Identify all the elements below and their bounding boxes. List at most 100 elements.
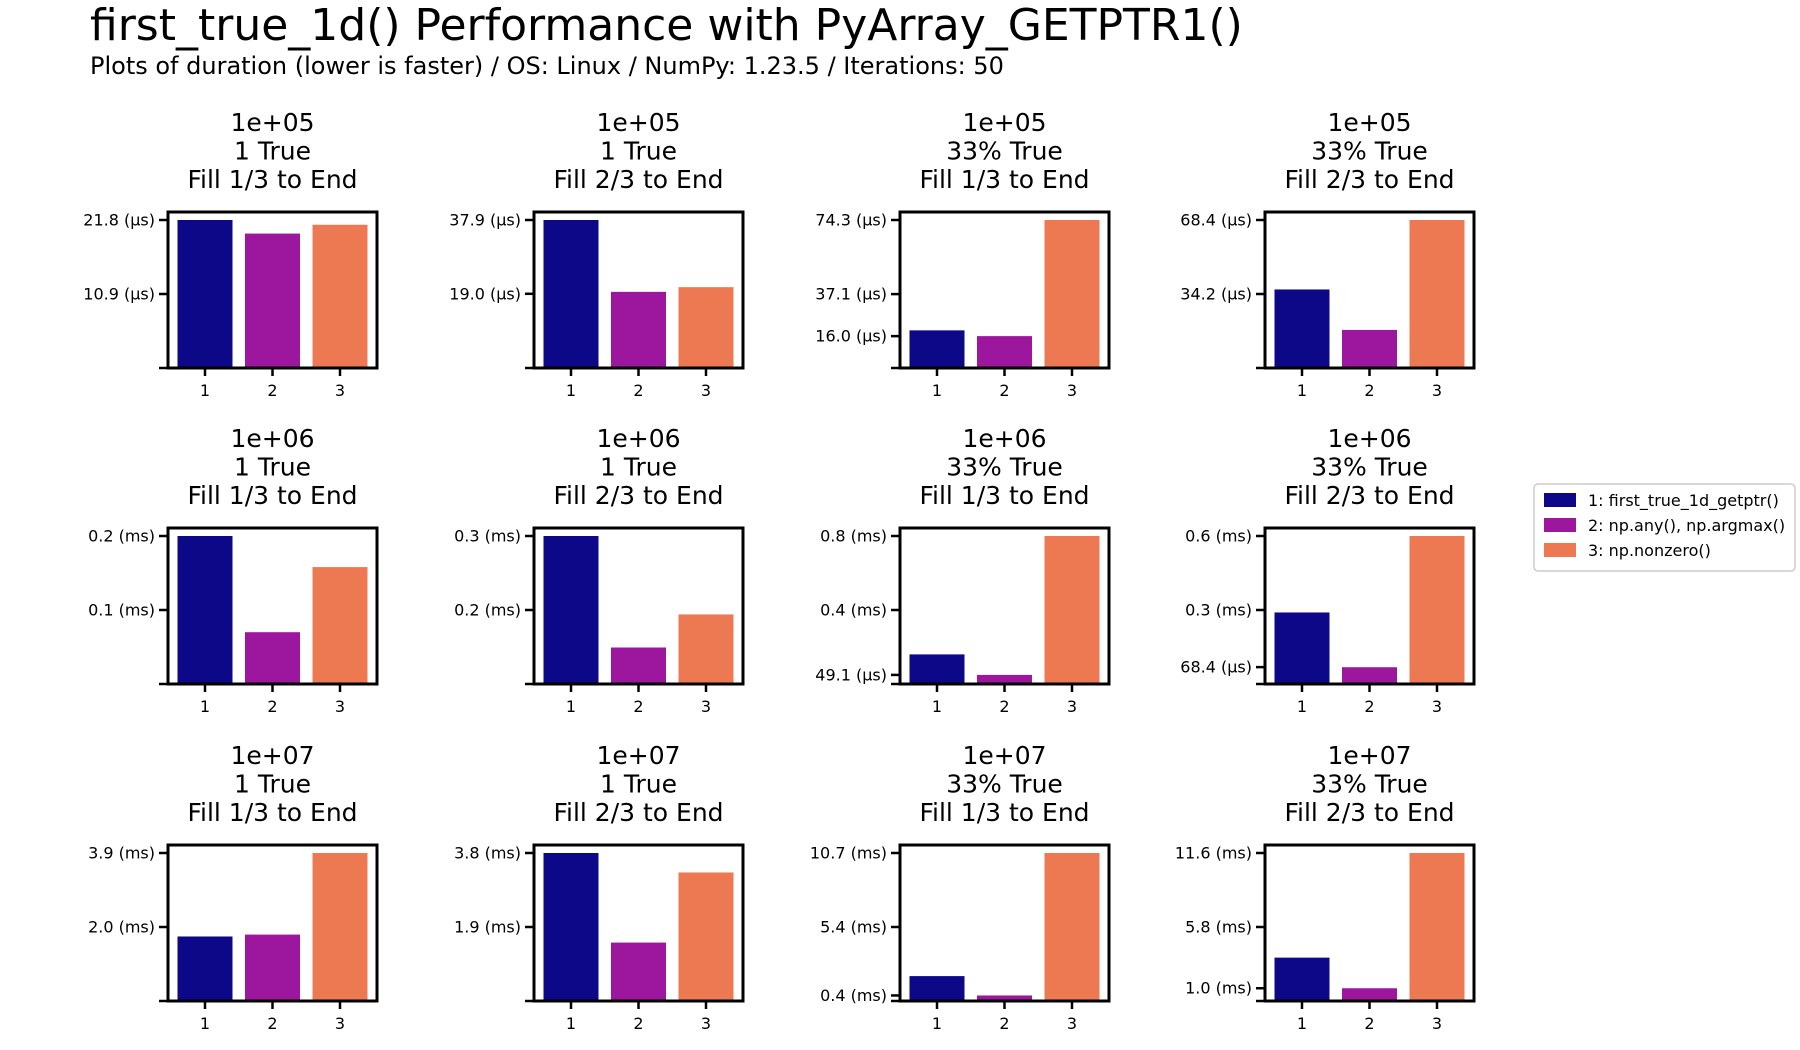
y-tick-label: 37.1 (µs) [815, 285, 887, 304]
panel-title-line: 1e+07 [596, 741, 680, 770]
x-tick-label: 1 [1297, 381, 1307, 400]
y-tick-label: 21.8 (µs) [83, 211, 155, 230]
panel-title-line: 33% True [946, 137, 1063, 166]
x-tick-label: 2 [633, 1014, 643, 1033]
y-tick-label: 0.2 (ms) [454, 601, 521, 620]
panel-title-line: 1 True [234, 770, 311, 799]
y-tick-label: 19.0 (µs) [449, 284, 521, 303]
x-tick-label: 1 [1297, 697, 1307, 716]
y-tick-label: 74.3 (µs) [815, 211, 887, 230]
x-tick-label: 3 [1067, 1014, 1077, 1033]
panel-title-line: Fill 2/3 to End [1284, 798, 1454, 827]
y-tick-label: 0.2 (ms) [88, 527, 155, 546]
x-tick-label: 1 [566, 1014, 576, 1033]
x-tick-label: 3 [1067, 697, 1077, 716]
y-tick-label: 1.9 (ms) [454, 918, 521, 937]
y-tick-label: 10.9 (µs) [83, 285, 155, 304]
figure-title: first_true_1d() Performance with PyArray… [90, 0, 1243, 51]
panel-title-line: 1e+05 [1327, 108, 1411, 137]
panel-title-line: Fill 1/3 to End [187, 165, 357, 194]
y-tick-label: 16.0 (µs) [815, 327, 887, 346]
bar [1409, 853, 1465, 1001]
bar [245, 934, 300, 1001]
panel-title-line: Fill 1/3 to End [919, 165, 1089, 194]
panel-title-line: 1e+06 [962, 424, 1046, 453]
y-tick-label: 2.0 (ms) [88, 918, 155, 937]
bar [1409, 536, 1465, 684]
bar [977, 995, 1032, 1001]
bar [177, 536, 233, 684]
y-tick-label: 34.2 (µs) [1180, 285, 1252, 304]
y-tick-label: 10.7 (ms) [810, 844, 887, 863]
x-tick-label: 1 [200, 381, 210, 400]
x-tick-label: 2 [267, 381, 277, 400]
bar [177, 220, 233, 368]
x-tick-label: 2 [633, 697, 643, 716]
bar [678, 614, 734, 684]
panel-title-line: 1e+07 [962, 741, 1046, 770]
y-tick-label: 0.3 (ms) [1185, 601, 1252, 620]
bar [543, 220, 599, 368]
panel-title-line: Fill 1/3 to End [187, 481, 357, 510]
legend-swatch [1544, 493, 1576, 507]
bar [611, 942, 666, 1001]
panel-title-line: 1 True [600, 770, 677, 799]
y-tick-label: 3.9 (ms) [88, 844, 155, 863]
panel-title-line: Fill 1/3 to End [919, 481, 1089, 510]
y-tick-label: 0.6 (ms) [1185, 527, 1252, 546]
x-tick-label: 1 [932, 697, 942, 716]
x-tick-label: 3 [1432, 1014, 1442, 1033]
bar [312, 853, 368, 1001]
x-tick-label: 2 [1364, 697, 1374, 716]
x-tick-label: 1 [200, 1014, 210, 1033]
x-tick-label: 1 [566, 381, 576, 400]
bar [1274, 612, 1330, 684]
panel-title-line: 1e+05 [596, 108, 680, 137]
bar [678, 287, 734, 368]
panel-title-line: Fill 2/3 to End [553, 165, 723, 194]
x-tick-label: 2 [999, 1014, 1009, 1033]
panel-title-line: 1 True [600, 137, 677, 166]
y-tick-label: 1.0 (ms) [1185, 979, 1252, 998]
x-tick-label: 3 [335, 381, 345, 400]
legend-label: 1: first_true_1d_getptr() [1588, 491, 1779, 511]
y-tick-label: 68.4 (µs) [1180, 658, 1252, 677]
bar [977, 674, 1032, 684]
x-tick-label: 1 [1297, 1014, 1307, 1033]
panel-title-line: Fill 2/3 to End [553, 481, 723, 510]
x-tick-label: 2 [999, 381, 1009, 400]
bar [1044, 853, 1100, 1001]
panel-title-line: 33% True [1311, 453, 1428, 482]
panel-title-line: 33% True [946, 770, 1063, 799]
x-tick-label: 1 [932, 1014, 942, 1033]
panel-title-line: Fill 1/3 to End [919, 798, 1089, 827]
bar [1274, 957, 1330, 1001]
panel-title-line: 1e+07 [1327, 741, 1411, 770]
bar [678, 872, 734, 1001]
panel-title-line: 1e+05 [230, 108, 314, 137]
x-tick-label: 3 [1432, 381, 1442, 400]
figure-subtitle: Plots of duration (lower is faster) / OS… [90, 52, 1004, 80]
bar [611, 291, 666, 368]
legend-swatch [1544, 518, 1576, 532]
panel-title-line: Fill 2/3 to End [553, 798, 723, 827]
x-tick-label: 1 [200, 697, 210, 716]
x-tick-label: 3 [1432, 697, 1442, 716]
bar [543, 536, 599, 684]
y-tick-label: 0.4 (ms) [820, 601, 887, 620]
x-tick-label: 1 [932, 381, 942, 400]
panel-title-line: Fill 2/3 to End [1284, 481, 1454, 510]
panel-title-line: 1e+06 [230, 424, 314, 453]
panel-title-line: 1 True [234, 453, 311, 482]
bar [1342, 988, 1397, 1001]
x-tick-label: 3 [335, 697, 345, 716]
bar [909, 654, 965, 684]
x-tick-label: 3 [335, 1014, 345, 1033]
y-tick-label: 11.6 (ms) [1175, 844, 1252, 863]
panel-title-line: 1e+06 [1327, 424, 1411, 453]
x-tick-label: 2 [1364, 381, 1374, 400]
bar [1409, 220, 1465, 368]
y-tick-label: 0.4 (ms) [820, 986, 887, 1005]
legend-swatch [1544, 543, 1576, 557]
